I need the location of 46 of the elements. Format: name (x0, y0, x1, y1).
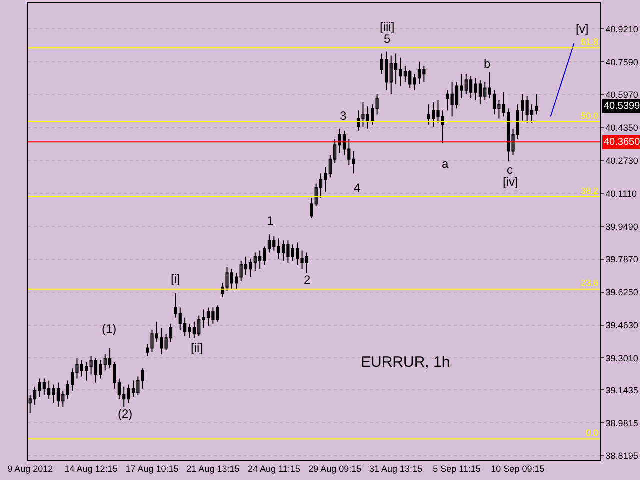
annotation: [v] (576, 22, 589, 36)
x-tick-label: 31 Aug 13:15 (370, 464, 423, 474)
annotation: a (442, 157, 449, 171)
x-tick-label: 17 Aug 10:15 (126, 464, 179, 474)
annotation: 61.8 (581, 37, 599, 47)
x-tick-label: 24 Aug 11:15 (248, 464, 300, 474)
y-tick-label: 38.8195 (606, 451, 638, 462)
annotation: 0.0 (586, 428, 599, 438)
y-tick-label: 39.7870 (606, 254, 638, 265)
annotation: 50.0 (581, 111, 599, 121)
y-tick-label: 39.9490 (606, 222, 638, 232)
annotation: 38.2 (581, 186, 599, 196)
annotation: b (484, 57, 491, 71)
x-tick-label: 21 Aug 13:15 (186, 464, 240, 474)
annotation: [ii] (191, 341, 203, 355)
annotation: [i] (171, 272, 180, 286)
x-tick-label: 5 Sep 11:15 (433, 464, 481, 474)
y-tick-label: 39.4630 (606, 320, 638, 330)
y-tick-label: 39.1435 (606, 385, 638, 396)
y-tick-label: 40.2730 (606, 156, 638, 166)
x-tick-label: 9 Aug 2012 (8, 464, 54, 474)
annotation: 2 (304, 273, 311, 287)
y-tick-label: 39.3010 (606, 353, 638, 364)
annotation: EURRUR, 1h (361, 354, 450, 371)
annotation: 40.5399 (604, 101, 640, 112)
annotation: (1) (102, 322, 117, 336)
annotation: 1 (267, 214, 274, 228)
y-tick-label: 38.9815 (606, 418, 638, 428)
ref-line-label: 40.3650 (604, 137, 640, 148)
annotation: 3 (340, 109, 347, 123)
y-tick-label: 40.1110 (606, 188, 638, 199)
x-tick-label: 14 Aug 12:15 (64, 464, 118, 474)
y-tick-label: 39.6250 (606, 288, 638, 298)
y-tick-label: 40.9210 (606, 24, 638, 34)
y-tick-label: 40.4350 (606, 123, 638, 134)
y-tick-label: 40.7590 (606, 57, 638, 68)
x-tick-label: 10 Sep 09:15 (491, 464, 545, 474)
x-tick-label: 29 Aug 09:15 (308, 464, 362, 474)
y-tick-label: 40.5970 (606, 90, 638, 100)
annotation: (2) (118, 407, 133, 421)
annotation: 5 (384, 32, 391, 46)
annotation: 4 (354, 181, 361, 195)
annotation: [iv] (503, 175, 518, 189)
annotation: c (507, 163, 513, 177)
annotation: [iii] (380, 20, 395, 34)
annotation: 23.6 (581, 278, 599, 288)
